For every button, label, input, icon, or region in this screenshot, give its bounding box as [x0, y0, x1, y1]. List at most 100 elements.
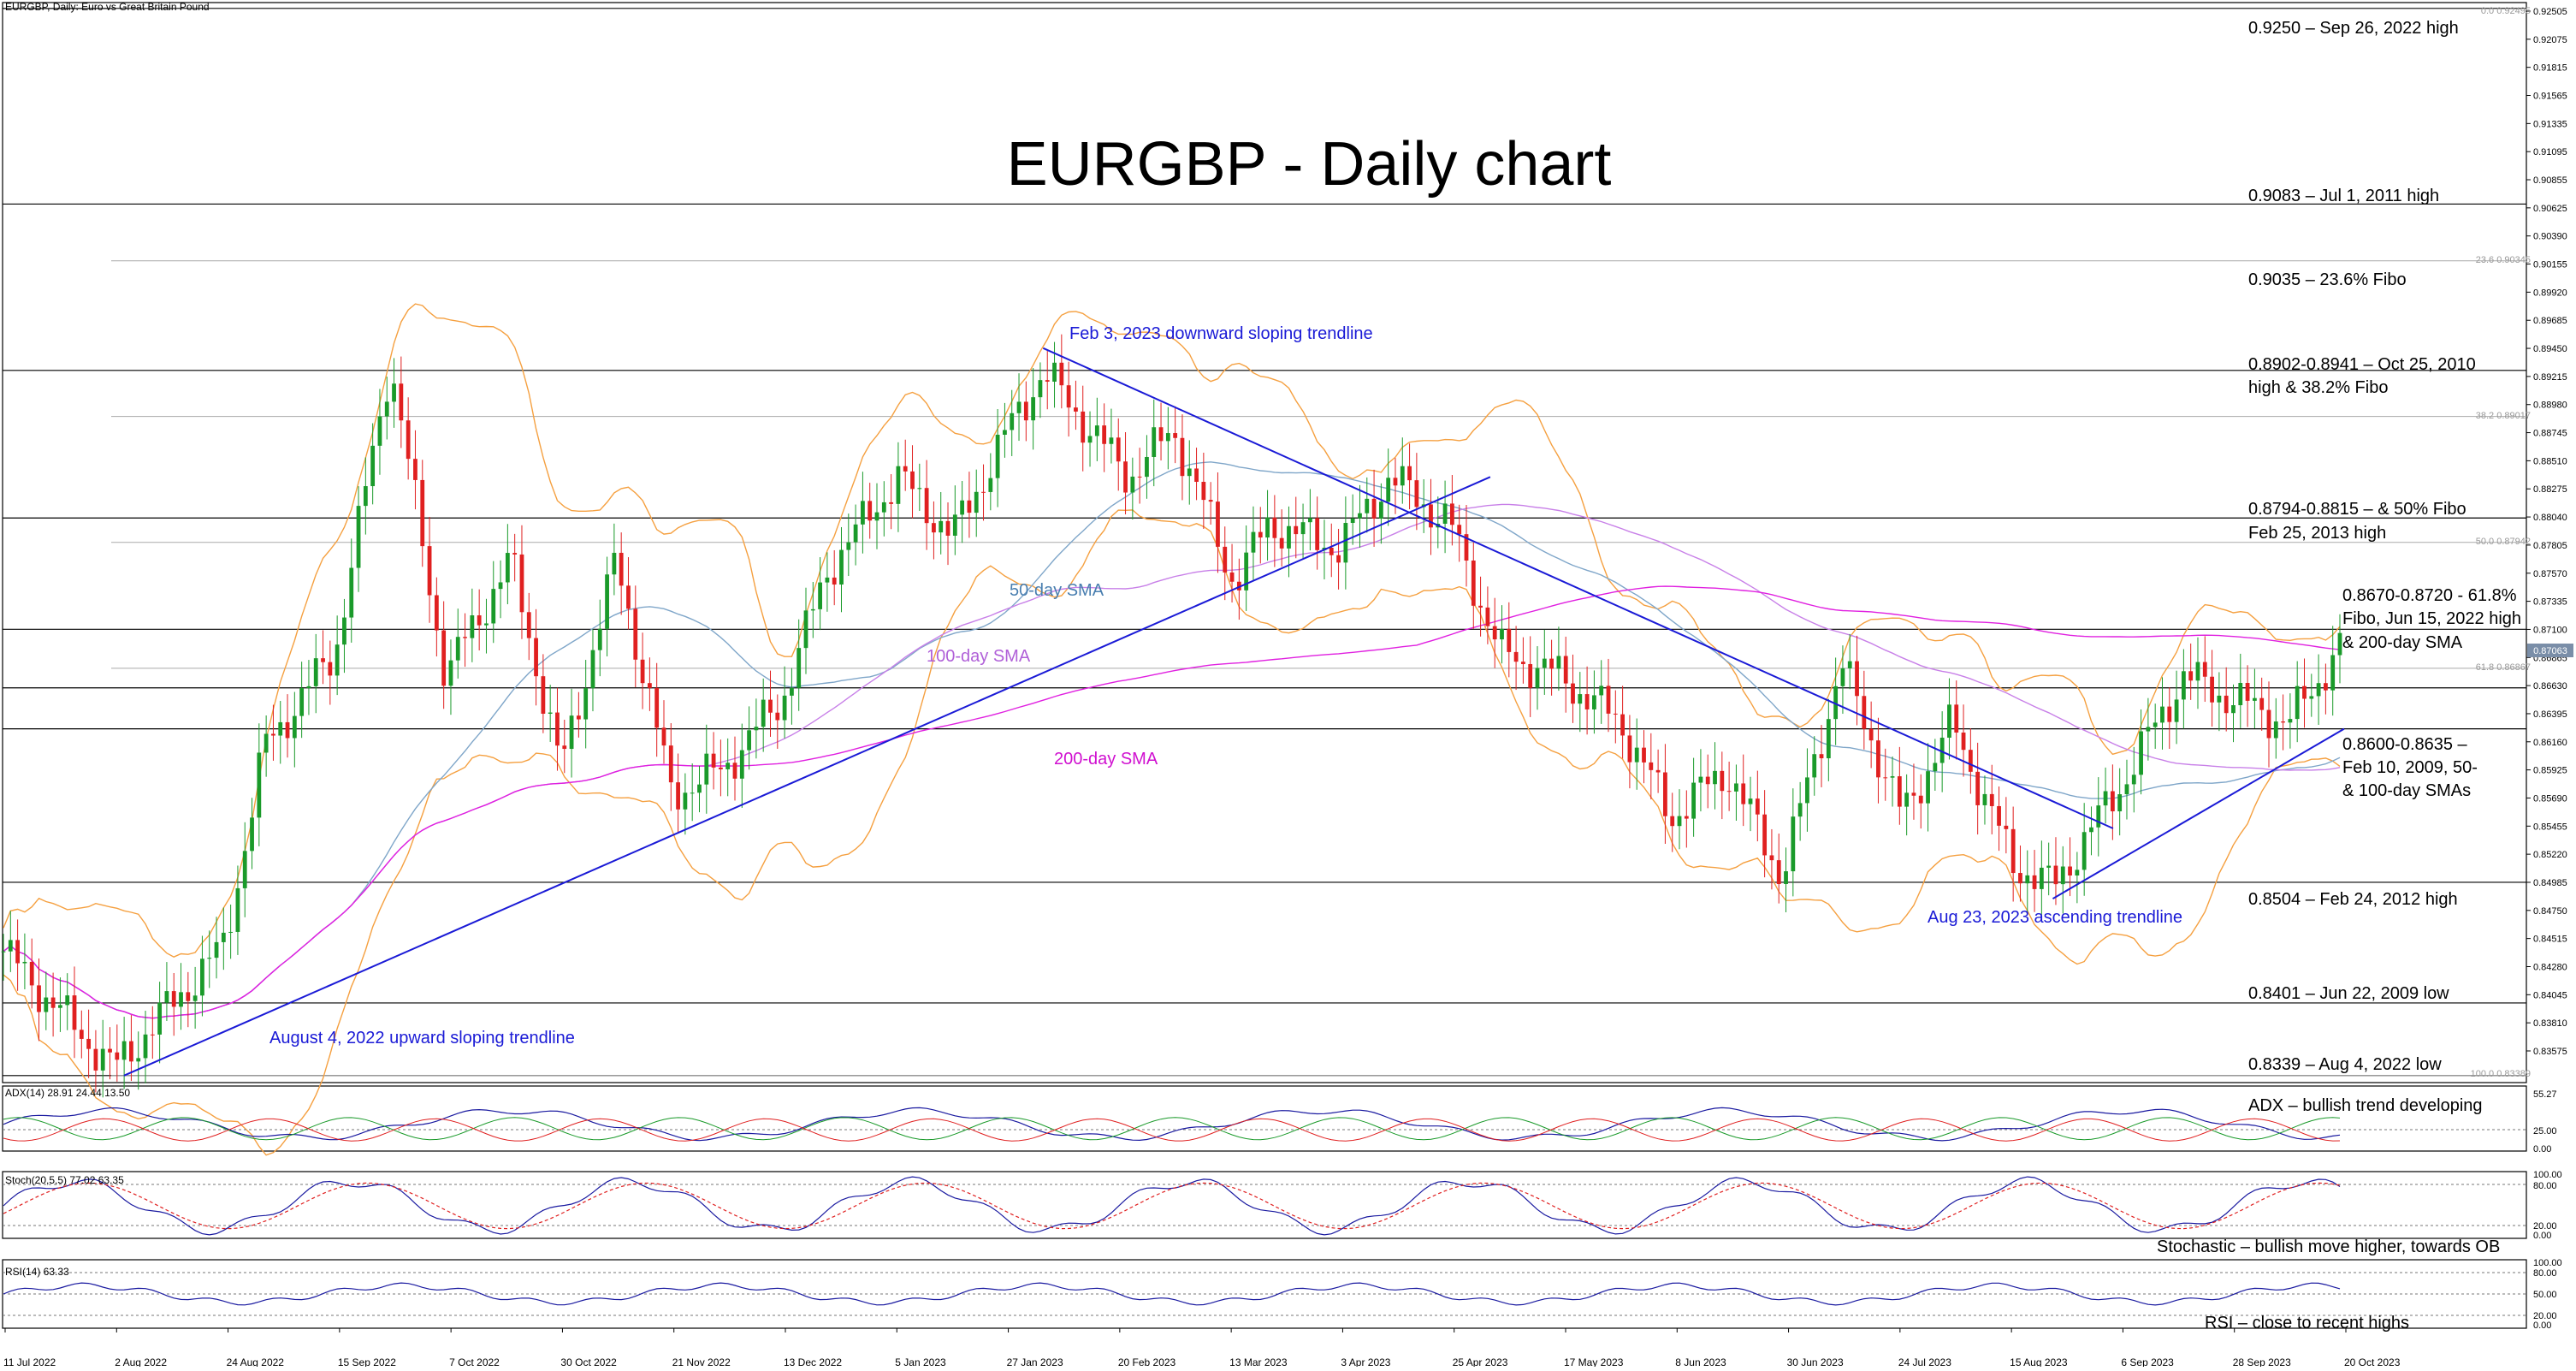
candle-body: [2281, 721, 2285, 723]
level-label-0925: 0.9250 – Sep 26, 2022 high: [2248, 19, 2459, 38]
candle-body: [1400, 466, 1405, 486]
candle-body: [541, 676, 546, 714]
chart-title: EURGBP - Daily chart: [1007, 130, 1612, 199]
candle-body: [1393, 478, 1398, 486]
candle-body: [1613, 713, 1618, 715]
rsi-tick-label: 80.00: [2533, 1268, 2557, 1279]
candle-body: [470, 615, 475, 638]
candle-body: [2018, 873, 2022, 884]
candle-body: [2210, 676, 2214, 703]
rsi-tick-label: 0.00: [2533, 1321, 2551, 1331]
candle-body: [2202, 662, 2207, 677]
candle-body: [1755, 798, 1760, 815]
x-tick-label: 7 Oct 2022: [449, 1356, 500, 1367]
candle-body: [93, 1048, 98, 1071]
candle-body: [861, 501, 865, 525]
candle-body: [100, 1048, 105, 1071]
x-tick-label: 3 Apr 2023: [1341, 1356, 1390, 1367]
candle-body: [50, 997, 56, 1008]
candle-body: [519, 554, 524, 613]
y-tick-label: 0.88040: [2533, 513, 2567, 523]
candle-body: [1244, 552, 1249, 591]
candle-body: [1052, 362, 1057, 382]
y-tick-label: 0.86395: [2533, 709, 2567, 720]
candle-body: [1982, 793, 1987, 805]
candle-body: [1038, 380, 1043, 398]
candle-body: [441, 630, 447, 686]
candle-body: [1087, 436, 1093, 443]
y-tick-label: 0.91565: [2533, 92, 2567, 102]
candle-body: [1868, 728, 1874, 741]
x-tick-label: 13 Mar 2023: [1229, 1356, 1288, 1367]
candle-body: [192, 995, 198, 1001]
candle-body: [924, 488, 929, 524]
x-tick-label: 20 Feb 2023: [1118, 1356, 1176, 1367]
level-label-0903: 0.9035 – 23.6% Fibo: [2248, 270, 2407, 289]
candle-body: [1549, 658, 1554, 669]
level-label-0890-l2: high & 38.2% Fibo: [2248, 378, 2388, 397]
candle-body: [889, 502, 894, 504]
candle-body: [392, 383, 396, 402]
candle-body: [1862, 696, 1867, 729]
candle-body: [2323, 683, 2328, 691]
candle-body: [1378, 502, 1383, 519]
candle-body: [1513, 651, 1519, 662]
candle-body: [569, 715, 574, 750]
candle-body: [1592, 695, 1596, 709]
candle-body: [420, 479, 425, 547]
y-tick-label: 0.90625: [2533, 204, 2567, 214]
candle-body: [1684, 816, 1689, 819]
candle-body: [1734, 783, 1738, 792]
candle-body: [2075, 869, 2080, 876]
candle-body: [1840, 668, 1845, 686]
candle-body: [2295, 686, 2300, 720]
candle-body: [1279, 537, 1284, 549]
candle-body: [1670, 816, 1675, 827]
candle-body: [1294, 525, 1299, 535]
candle-body: [434, 595, 439, 631]
candle-body: [235, 887, 240, 932]
candle-body: [1158, 427, 1164, 442]
candle-body: [1584, 694, 1590, 709]
candle-body: [981, 491, 986, 493]
candle-body: [1939, 737, 1945, 763]
candle-body: [1883, 777, 1888, 779]
candle-body: [967, 500, 972, 513]
candle-body: [115, 1052, 120, 1060]
candle-body: [939, 520, 944, 533]
candle-body: [1975, 771, 1981, 805]
candle-body: [718, 767, 723, 769]
y-tick-label: 0.88510: [2533, 456, 2567, 466]
candle-body: [932, 523, 936, 533]
candle-body: [853, 524, 858, 543]
level-label-0867-l1: 0.8670-0.8720 - 61.8%: [2342, 586, 2517, 605]
candle-body: [605, 574, 609, 629]
candle-body: [1812, 754, 1817, 778]
candle-body: [1350, 518, 1355, 524]
candle-body: [761, 699, 766, 727]
candle-body: [1187, 468, 1192, 477]
candle-body: [2139, 731, 2143, 775]
candle-body: [200, 959, 204, 996]
candle-body: [1563, 656, 1568, 684]
candle-body: [1819, 754, 1824, 759]
candle-body: [86, 1038, 92, 1049]
candle-body: [1194, 468, 1199, 483]
candle-body: [1663, 772, 1667, 816]
x-tick-label: 21 Nov 2022: [672, 1356, 731, 1367]
x-tick-label: 15 Aug 2023: [2010, 1356, 2068, 1367]
candle-body: [995, 434, 1000, 478]
candle-body: [668, 745, 673, 783]
candle-body: [2252, 697, 2257, 701]
candle-body: [732, 763, 737, 779]
rsi-tick-label: 50.00: [2533, 1290, 2557, 1300]
candle-body: [179, 992, 183, 1007]
candle-body: [72, 995, 77, 1030]
y-tick-label: 0.89450: [2533, 344, 2567, 354]
candle-body: [697, 784, 702, 793]
candle-body: [2188, 671, 2194, 681]
downward-trendline: [1042, 347, 2114, 829]
candle-body: [2153, 722, 2158, 727]
candle-body: [129, 1041, 133, 1062]
candle-body: [1407, 466, 1412, 481]
